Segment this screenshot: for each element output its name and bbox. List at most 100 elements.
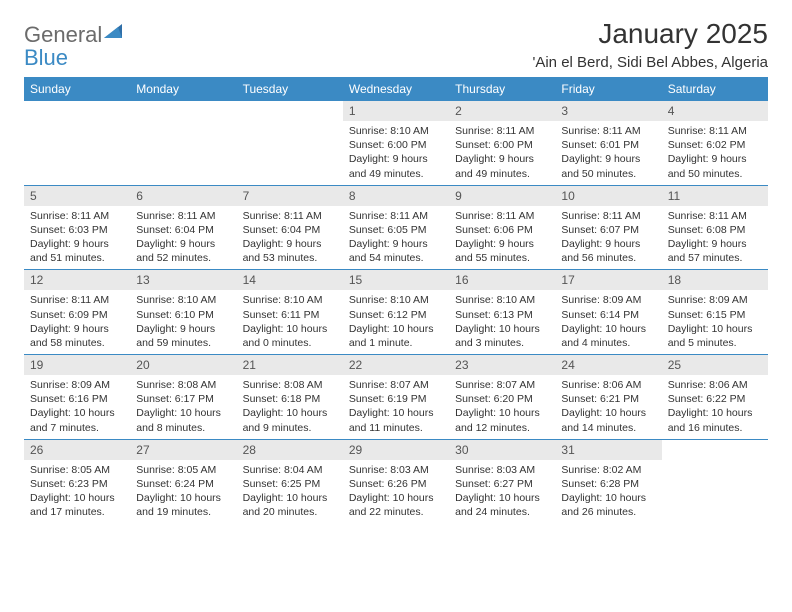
day-number: 13 [130,270,236,290]
calendar-week: 1Sunrise: 8:10 AMSunset: 6:00 PMDaylight… [24,101,768,186]
calendar-day: 8Sunrise: 8:11 AMSunset: 6:05 PMDaylight… [343,186,449,270]
calendar-day: 25Sunrise: 8:06 AMSunset: 6:22 PMDayligh… [662,355,768,439]
day-number: 25 [662,355,768,375]
day-details: Sunrise: 8:08 AMSunset: 6:18 PMDaylight:… [237,375,343,439]
day-number: 21 [237,355,343,375]
calendar-day: 13Sunrise: 8:10 AMSunset: 6:10 PMDayligh… [130,270,236,354]
weekday-header-cell: Thursday [449,77,555,101]
day-details: Sunrise: 8:11 AMSunset: 6:07 PMDaylight:… [555,206,661,270]
day-details: Sunrise: 8:07 AMSunset: 6:20 PMDaylight:… [449,375,555,439]
calendar-day [130,101,236,185]
day-details: Sunrise: 8:09 AMSunset: 6:14 PMDaylight:… [555,290,661,354]
day-number: 5 [24,186,130,206]
day-details: Sunrise: 8:11 AMSunset: 6:04 PMDaylight:… [130,206,236,270]
day-details: Sunrise: 8:09 AMSunset: 6:15 PMDaylight:… [662,290,768,354]
day-number: 16 [449,270,555,290]
day-details: Sunrise: 8:03 AMSunset: 6:27 PMDaylight:… [449,460,555,524]
day-number: 6 [130,186,236,206]
logo-text-1: General [24,22,102,47]
calendar-day: 28Sunrise: 8:04 AMSunset: 6:25 PMDayligh… [237,440,343,524]
day-details: Sunrise: 8:03 AMSunset: 6:26 PMDaylight:… [343,460,449,524]
calendar-day [24,101,130,185]
weekday-header: SundayMondayTuesdayWednesdayThursdayFrid… [24,77,768,101]
weekday-header-cell: Monday [130,77,236,101]
day-number: 12 [24,270,130,290]
calendar-day: 20Sunrise: 8:08 AMSunset: 6:17 PMDayligh… [130,355,236,439]
calendar-day: 15Sunrise: 8:10 AMSunset: 6:12 PMDayligh… [343,270,449,354]
day-details: Sunrise: 8:11 AMSunset: 6:01 PMDaylight:… [555,121,661,185]
calendar-day: 27Sunrise: 8:05 AMSunset: 6:24 PMDayligh… [130,440,236,524]
calendar-day: 3Sunrise: 8:11 AMSunset: 6:01 PMDaylight… [555,101,661,185]
day-details: Sunrise: 8:11 AMSunset: 6:06 PMDaylight:… [449,206,555,270]
weekday-header-cell: Sunday [24,77,130,101]
logo-triangle-icon [104,24,122,38]
weekday-header-cell: Saturday [662,77,768,101]
weekday-header-cell: Tuesday [237,77,343,101]
calendar-day: 11Sunrise: 8:11 AMSunset: 6:08 PMDayligh… [662,186,768,270]
calendar-day: 19Sunrise: 8:09 AMSunset: 6:16 PMDayligh… [24,355,130,439]
day-number: 10 [555,186,661,206]
day-details: Sunrise: 8:05 AMSunset: 6:23 PMDaylight:… [24,460,130,524]
day-details: Sunrise: 8:10 AMSunset: 6:10 PMDaylight:… [130,290,236,354]
day-details: Sunrise: 8:11 AMSunset: 6:09 PMDaylight:… [24,290,130,354]
day-number: 23 [449,355,555,375]
day-number: 24 [555,355,661,375]
day-details: Sunrise: 8:06 AMSunset: 6:21 PMDaylight:… [555,375,661,439]
calendar-day: 5Sunrise: 8:11 AMSunset: 6:03 PMDaylight… [24,186,130,270]
day-number: 28 [237,440,343,460]
calendar-day: 12Sunrise: 8:11 AMSunset: 6:09 PMDayligh… [24,270,130,354]
calendar-day: 4Sunrise: 8:11 AMSunset: 6:02 PMDaylight… [662,101,768,185]
day-number: 30 [449,440,555,460]
day-details: Sunrise: 8:02 AMSunset: 6:28 PMDaylight:… [555,460,661,524]
day-number: 20 [130,355,236,375]
day-details: Sunrise: 8:11 AMSunset: 6:04 PMDaylight:… [237,206,343,270]
day-details: Sunrise: 8:11 AMSunset: 6:02 PMDaylight:… [662,121,768,185]
title-block: January 2025 'Ain el Berd, Sidi Bel Abbe… [532,18,768,71]
day-details: Sunrise: 8:07 AMSunset: 6:19 PMDaylight:… [343,375,449,439]
day-number: 1 [343,101,449,121]
month-title: January 2025 [532,18,768,50]
calendar-day [662,440,768,524]
calendar-day: 6Sunrise: 8:11 AMSunset: 6:04 PMDaylight… [130,186,236,270]
calendar-day [237,101,343,185]
day-details: Sunrise: 8:04 AMSunset: 6:25 PMDaylight:… [237,460,343,524]
day-details: Sunrise: 8:11 AMSunset: 6:05 PMDaylight:… [343,206,449,270]
calendar-day: 1Sunrise: 8:10 AMSunset: 6:00 PMDaylight… [343,101,449,185]
weekday-header-cell: Wednesday [343,77,449,101]
calendar-day: 9Sunrise: 8:11 AMSunset: 6:06 PMDaylight… [449,186,555,270]
day-details: Sunrise: 8:06 AMSunset: 6:22 PMDaylight:… [662,375,768,439]
calendar: SundayMondayTuesdayWednesdayThursdayFrid… [24,77,768,523]
day-number: 17 [555,270,661,290]
day-number: 19 [24,355,130,375]
day-details: Sunrise: 8:09 AMSunset: 6:16 PMDaylight:… [24,375,130,439]
day-details: Sunrise: 8:11 AMSunset: 6:00 PMDaylight:… [449,121,555,185]
calendar-day: 10Sunrise: 8:11 AMSunset: 6:07 PMDayligh… [555,186,661,270]
calendar-day: 23Sunrise: 8:07 AMSunset: 6:20 PMDayligh… [449,355,555,439]
calendar-day: 17Sunrise: 8:09 AMSunset: 6:14 PMDayligh… [555,270,661,354]
calendar-day: 18Sunrise: 8:09 AMSunset: 6:15 PMDayligh… [662,270,768,354]
calendar-day: 26Sunrise: 8:05 AMSunset: 6:23 PMDayligh… [24,440,130,524]
day-number: 8 [343,186,449,206]
calendar-day: 30Sunrise: 8:03 AMSunset: 6:27 PMDayligh… [449,440,555,524]
day-number: 26 [24,440,130,460]
day-details: Sunrise: 8:10 AMSunset: 6:12 PMDaylight:… [343,290,449,354]
day-details: Sunrise: 8:10 AMSunset: 6:13 PMDaylight:… [449,290,555,354]
calendar-day: 22Sunrise: 8:07 AMSunset: 6:19 PMDayligh… [343,355,449,439]
day-number: 2 [449,101,555,121]
day-details: Sunrise: 8:10 AMSunset: 6:00 PMDaylight:… [343,121,449,185]
logo-text-2: Blue [24,45,68,70]
day-number: 22 [343,355,449,375]
day-number: 15 [343,270,449,290]
day-number: 4 [662,101,768,121]
calendar-day: 2Sunrise: 8:11 AMSunset: 6:00 PMDaylight… [449,101,555,185]
day-details: Sunrise: 8:11 AMSunset: 6:03 PMDaylight:… [24,206,130,270]
day-details: Sunrise: 8:08 AMSunset: 6:17 PMDaylight:… [130,375,236,439]
calendar-week: 19Sunrise: 8:09 AMSunset: 6:16 PMDayligh… [24,355,768,440]
weekday-header-cell: Friday [555,77,661,101]
calendar-day: 7Sunrise: 8:11 AMSunset: 6:04 PMDaylight… [237,186,343,270]
location: 'Ain el Berd, Sidi Bel Abbes, Algeria [532,54,768,71]
calendar-week: 26Sunrise: 8:05 AMSunset: 6:23 PMDayligh… [24,440,768,524]
day-number: 11 [662,186,768,206]
day-number: 3 [555,101,661,121]
day-number: 7 [237,186,343,206]
